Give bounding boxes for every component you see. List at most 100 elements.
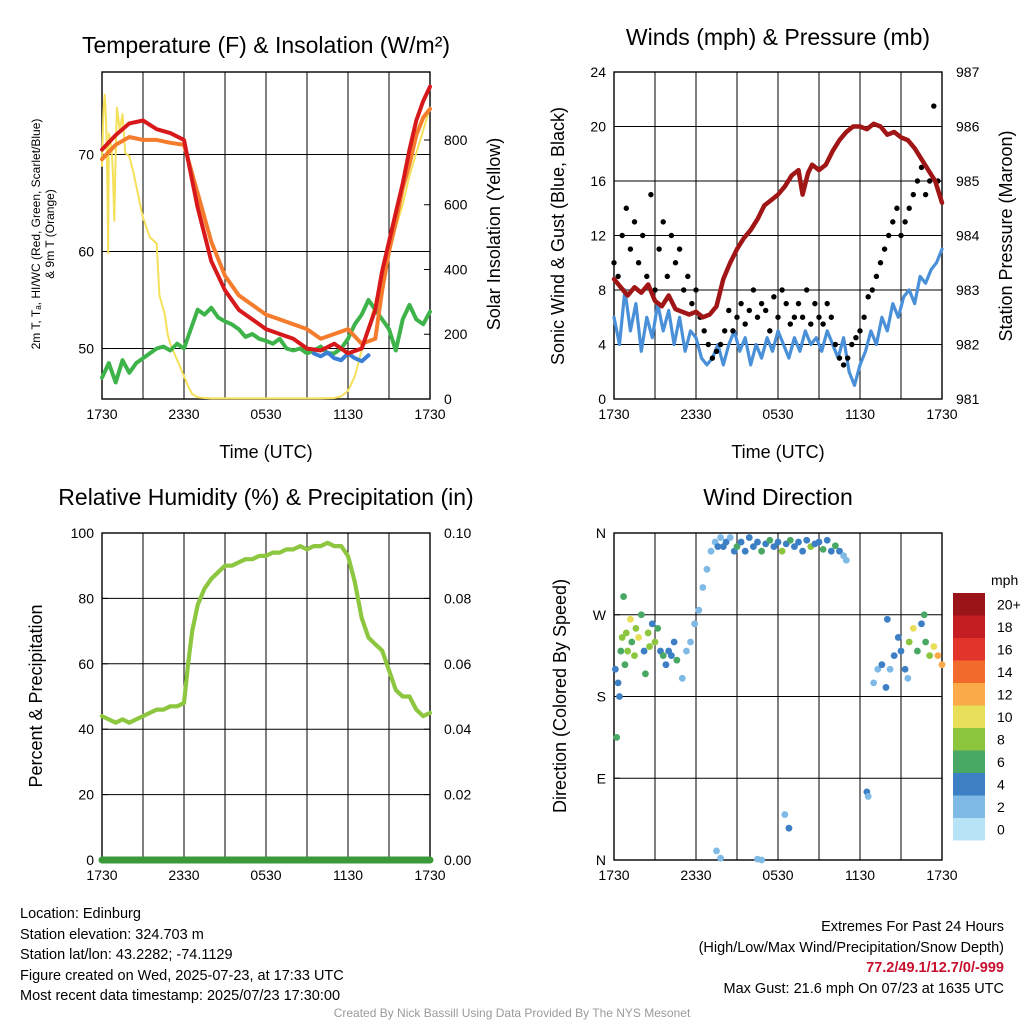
gust-point xyxy=(906,205,912,211)
gust-point xyxy=(685,273,691,280)
humidity-y-tick-label: 100 xyxy=(71,525,95,541)
winds-y-right-tick-label: 984 xyxy=(956,228,980,244)
wind-direction-point xyxy=(832,542,839,550)
gust-point xyxy=(652,287,658,293)
winds-y-right-tick-label: 981 xyxy=(956,391,980,407)
gust-point xyxy=(615,273,621,280)
gust-point xyxy=(734,314,740,320)
legend-swatch xyxy=(953,615,985,638)
wind-direction-y-tick-label: W xyxy=(593,607,607,623)
legend-title: mph xyxy=(991,572,1018,588)
gust-point xyxy=(799,314,806,320)
gust-point xyxy=(877,260,884,266)
gust-point xyxy=(828,314,834,320)
gust-point xyxy=(627,246,634,252)
gust-point xyxy=(898,232,904,239)
gust-point xyxy=(845,355,851,361)
humidity-y-right-tick-label: 0.08 xyxy=(444,590,471,606)
gust-point xyxy=(668,232,675,239)
humidity-chart: 1730 2330 0530 1130 17300204060801000.000.02… xyxy=(71,525,472,883)
legend-label: 20+ xyxy=(997,596,1021,612)
wind-direction-point xyxy=(714,543,722,551)
wind-direction-point xyxy=(750,543,757,551)
winds-y-tick-label: 8 xyxy=(598,282,606,298)
wind-direction-point xyxy=(737,538,745,546)
wind-direction-point xyxy=(622,629,630,637)
gust-point xyxy=(812,300,818,307)
wind-direction-point xyxy=(758,856,765,864)
temperature-chart-title: Temperature (F) & Insolation (W/m²) xyxy=(82,32,450,58)
gust-point xyxy=(648,191,654,198)
gust-point xyxy=(849,341,855,348)
gust-point xyxy=(836,355,843,361)
gust-point xyxy=(635,260,642,266)
gust-point xyxy=(910,191,916,198)
temperature-y-tick-label: 60 xyxy=(78,244,94,260)
wind-direction-point xyxy=(654,624,662,632)
winds-chart-title: Winds (mph) & Pressure (mb) xyxy=(626,24,930,50)
temperature-y-right-tick-label: 0 xyxy=(444,391,452,407)
gust-point xyxy=(656,246,662,252)
wind-direction-chart-title: Wind Direction xyxy=(703,484,853,510)
wind-direction-point xyxy=(613,733,621,741)
wind-direction-point xyxy=(642,670,649,678)
wind-direction-point xyxy=(874,665,882,673)
wind-direction-point xyxy=(918,620,925,628)
humidity-x-tick-label: 1130 xyxy=(333,867,363,883)
wind-direction-point xyxy=(703,565,711,573)
legend-swatch xyxy=(953,593,985,616)
humidity-y-right-tick-label: 0.10 xyxy=(444,525,471,541)
extremes-values: 77.2/49.1/12.7/0/-999 xyxy=(866,960,1004,976)
legend-label: 0 xyxy=(997,821,1005,837)
wind-direction-point xyxy=(890,652,898,660)
temperature-y-right-tick-label: 600 xyxy=(444,197,468,213)
wind-direction-point xyxy=(628,638,636,646)
wind-direction-point xyxy=(754,538,761,546)
legend-label: 16 xyxy=(997,641,1013,657)
gust-point xyxy=(726,307,732,314)
legend-swatch xyxy=(953,750,985,773)
extremes-subtitle: (High/Low/Max Wind/Precipitation/Snow De… xyxy=(698,939,1004,956)
winds-x-tick-label: 1730 xyxy=(926,406,957,422)
wind-direction-point xyxy=(897,647,905,655)
gust-point xyxy=(791,314,798,320)
wind-direction-point xyxy=(842,556,850,564)
wind-direction-point xyxy=(618,634,626,641)
temperature-y-tick-label: 70 xyxy=(78,146,94,162)
wind-direction-y-tick-label: N xyxy=(596,852,606,868)
temperature-x-tick-label: 0530 xyxy=(250,406,281,422)
wind-direction-x-tick-label: 0530 xyxy=(762,867,793,883)
gust-point xyxy=(611,260,617,266)
humidity-y-tick-label: 40 xyxy=(78,721,94,737)
wind-direction-point xyxy=(883,615,891,623)
winds-y-label: Sonic Wind & Gust (Blue, Black) xyxy=(548,107,568,365)
gust-point xyxy=(922,191,929,198)
gust-point xyxy=(816,314,822,320)
winds-y-tick-label: 0 xyxy=(598,391,606,407)
gust-point xyxy=(664,273,670,280)
wind-direction-point xyxy=(886,665,894,673)
wind-direction-point xyxy=(637,611,645,619)
max-gust-text: Max Gust: 21.6 mph On 07/23 at 1635 UTC xyxy=(723,980,1004,997)
humidity-x-tick-label: 1730 xyxy=(414,867,445,883)
humidity-y-tick-label: 20 xyxy=(78,787,94,803)
gust-point xyxy=(730,328,736,334)
winds-y-tick-label: 4 xyxy=(598,337,606,353)
winds-x-tick-label: 0530 xyxy=(762,406,793,422)
wind-direction-x-tick-label: 1730 xyxy=(926,867,957,883)
gust-point xyxy=(722,328,728,334)
winds-y-right-tick-label: 986 xyxy=(956,119,980,135)
wind-direction-point xyxy=(904,674,912,682)
gust-point xyxy=(689,300,695,307)
wind-direction-point xyxy=(713,847,720,855)
wind-direction-point xyxy=(614,679,622,687)
winds-y-right-tick-label: 982 xyxy=(956,337,980,353)
latlon-text: Station lat/lon: 43.2282; -74.1129 xyxy=(20,947,233,963)
temperature-chart: 1730 2330 0530 1130 1730 50 60 70 0 200 400 600 800 xyxy=(78,71,468,422)
winds-y-tick-label: 16 xyxy=(590,173,606,189)
wind-direction-point xyxy=(894,634,902,641)
station-info: Location: Edinburg Station elevation: 32… xyxy=(20,904,344,1007)
gust-point xyxy=(890,219,896,225)
gust-point xyxy=(763,307,769,314)
wind-direction-point xyxy=(687,638,694,646)
